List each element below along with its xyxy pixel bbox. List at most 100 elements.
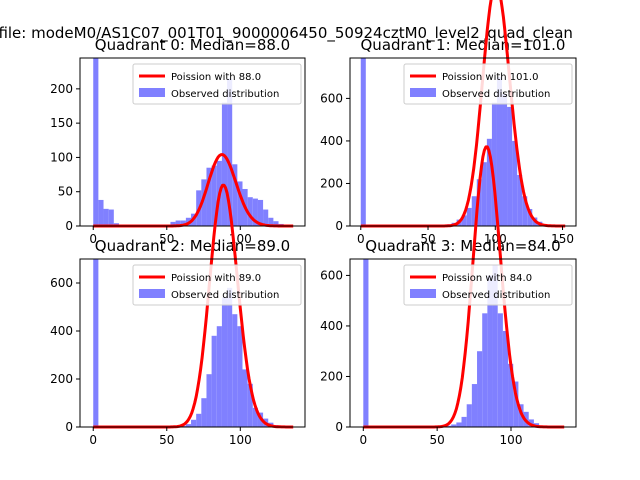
histogram-bar [216, 326, 222, 427]
histogram-bar [512, 140, 518, 226]
legend-bar-swatch [139, 88, 165, 97]
y-tick-label: 50 [58, 185, 73, 199]
legend-bar-label: Observed distribution [442, 290, 550, 301]
legend-line-label: Poission with 84.0 [442, 273, 532, 284]
histogram-bar [491, 102, 497, 226]
x-tick-label: 100 [500, 433, 523, 447]
x-tick-label: 100 [229, 433, 252, 447]
histogram-bar [237, 181, 243, 226]
x-tick-label: 0 [357, 232, 365, 246]
histogram-bar [227, 287, 233, 427]
histogram-bar [482, 313, 488, 427]
panel-title: Quadrant 0: Median=88.0 [95, 36, 290, 54]
histogram-bar [496, 77, 503, 226]
x-tick-label: 50 [159, 433, 174, 447]
y-tick-label: 400 [320, 134, 343, 148]
histogram-bar [263, 209, 269, 226]
histogram-bar [232, 164, 238, 226]
panel-quadrant-3: Quadrant 3: Median=84.0 0 50 100 0 200 400 600… [320, 145, 577, 447]
y-tick-label: 600 [320, 268, 343, 282]
histogram-bar [461, 416, 467, 427]
histogram-bar [170, 221, 176, 226]
axes-frame [349, 258, 577, 428]
legend-bar-swatch [410, 289, 436, 298]
histogram-bar [252, 407, 258, 427]
histogram-bar [201, 179, 207, 226]
x-tick-label: 0 [89, 232, 97, 246]
legend: Poission with 88.0 Observed distribution [132, 63, 302, 105]
histogram-bar [456, 422, 462, 427]
histogram-bar [257, 199, 264, 226]
histogram-bar [180, 220, 186, 226]
panel-title: Quadrant 1: Median=101.0 [361, 36, 566, 54]
figure-suptitle: in file: modeM0/AS1C07_001T01_9000006450… [0, 24, 573, 43]
x-tick-label: 100 [484, 232, 507, 246]
y-tick-label: 0 [65, 219, 73, 233]
histogram-bar [93, 259, 99, 427]
histogram-bar [446, 425, 452, 427]
histogram-bar [247, 383, 253, 427]
histogram-bar [247, 197, 253, 226]
x-tick-label: 50 [420, 232, 435, 246]
x-tick-label: 50 [159, 232, 174, 246]
y-tick-label: 100 [50, 150, 73, 164]
legend: Poission with 89.0 Observed distribution [132, 264, 302, 306]
histogram-bar [232, 314, 238, 427]
legend-box [403, 264, 573, 306]
histogram-bar [242, 369, 248, 427]
legend-line-label: Poission with 89.0 [171, 273, 261, 284]
panel-quadrant-0: Quadrant 0: Median=88.0 0 50 1000501001502… [50, 36, 306, 246]
legend: Poission with 101.0 Observed distribution [403, 63, 573, 105]
histogram-bar [98, 199, 104, 226]
y-tick-label: 0 [65, 420, 73, 434]
histogram-bar [517, 174, 523, 226]
histogram-bar [481, 162, 487, 226]
histogram-bar [508, 363, 514, 427]
x-tick-label: 0 [359, 433, 367, 447]
y-tick-label: 400 [320, 319, 343, 333]
histogram-bar [492, 265, 498, 427]
histogram-bar [201, 398, 207, 427]
histogram-bar [268, 217, 274, 226]
legend-box [132, 63, 302, 105]
histogram-bar [451, 424, 457, 427]
histogram-bar [237, 326, 243, 427]
histogram-bar [497, 313, 503, 427]
histogram-bar [461, 215, 467, 226]
histogram-bar [103, 208, 109, 226]
axes-frame [349, 57, 577, 227]
histogram-bar [206, 167, 212, 226]
histogram-bar [363, 259, 369, 427]
panel-title: Quadrant 2: Median=89.0 [95, 237, 290, 255]
histogram-bar [191, 419, 197, 427]
x-tick-label: 0 [89, 433, 97, 447]
histogram-bar [522, 196, 528, 226]
histogram-bar [466, 404, 472, 427]
legend-box [403, 63, 573, 105]
histogram-bar [221, 297, 228, 427]
histogram-bar [477, 351, 483, 427]
histogram-bar [252, 198, 258, 226]
histogram-bar [211, 165, 217, 226]
legend-bar-swatch [139, 289, 165, 298]
y-tick-label: 0 [335, 420, 343, 434]
histogram-bar [227, 78, 233, 226]
axes-frame [79, 57, 306, 227]
histogram-bar [466, 207, 472, 226]
y-tick-label: 200 [320, 176, 343, 190]
histogram-bar [273, 221, 279, 226]
panel-quadrant-1: Quadrant 1: Median=101.0 0 50 100 150 0 200 40… [320, 0, 577, 246]
y-tick-label: 600 [50, 276, 73, 290]
histogram-bar [471, 196, 477, 226]
y-tick-label: 200 [320, 369, 343, 383]
legend-line-label: Poission with 101.0 [442, 72, 538, 83]
x-tick-label: 150 [551, 232, 574, 246]
legend-bar-swatch [410, 88, 436, 97]
legend-box [132, 264, 302, 306]
histogram-bar [476, 179, 482, 226]
histogram-bar [221, 102, 228, 226]
histogram-bar [180, 425, 186, 427]
histogram-bar [486, 138, 492, 226]
y-tick-label: 200 [50, 372, 73, 386]
